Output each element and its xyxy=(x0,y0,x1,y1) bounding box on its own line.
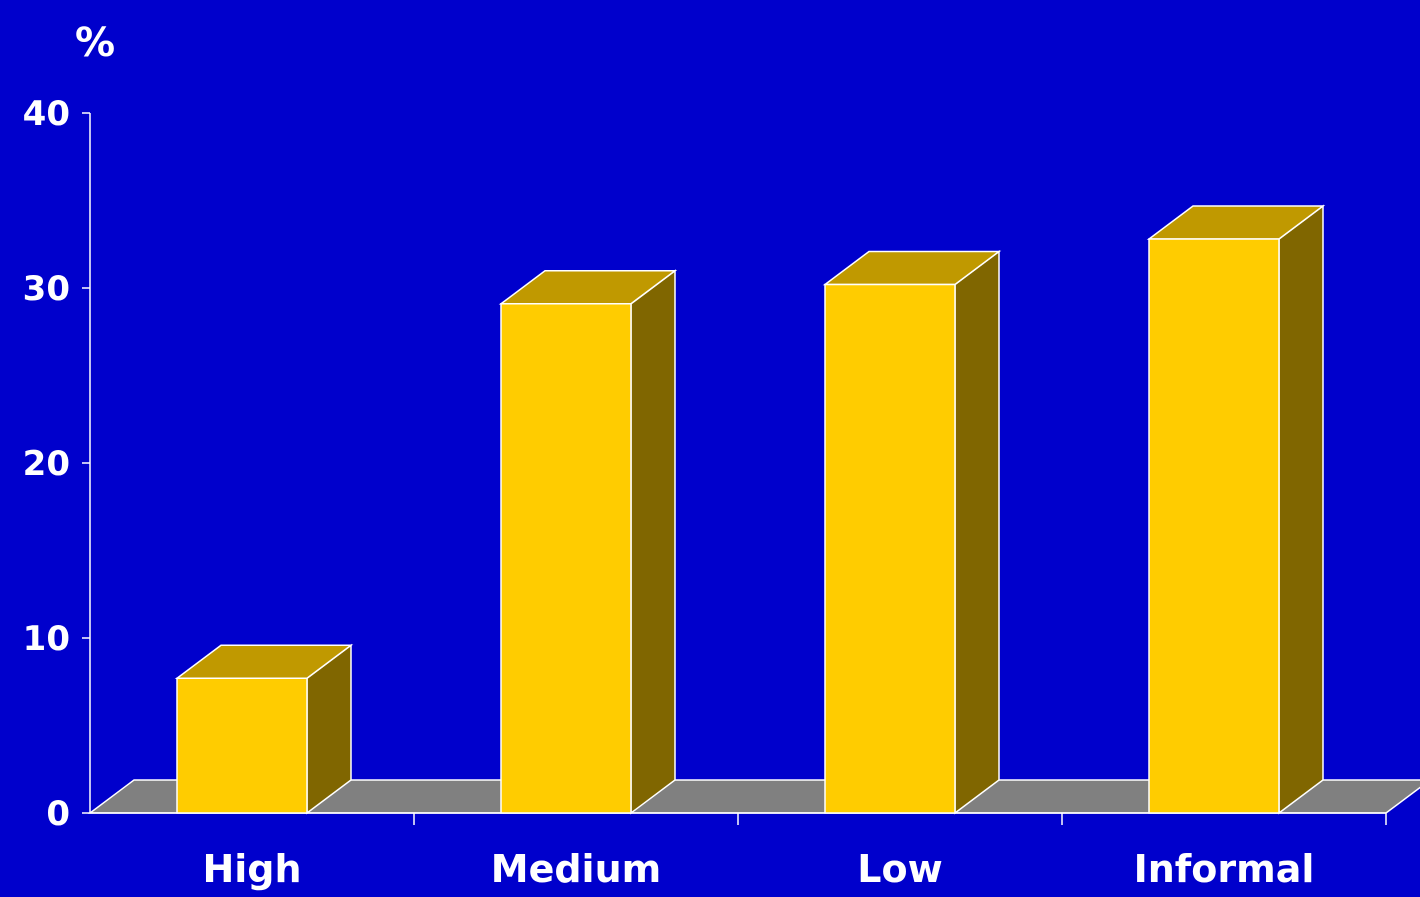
y-tick-label: 0 xyxy=(46,794,70,834)
x-category-label: Medium xyxy=(491,847,661,891)
bars-group xyxy=(174,204,1326,815)
bar-side-face xyxy=(630,269,676,815)
bar-front-face xyxy=(500,303,632,814)
y-tick-label: 30 xyxy=(23,269,70,309)
y-tick-label: 20 xyxy=(23,444,70,484)
bar-medium xyxy=(498,269,678,815)
bar-high xyxy=(174,643,354,815)
bar-side-face xyxy=(954,250,1000,815)
bar-front-face xyxy=(1148,238,1280,814)
y-axis-unit-label: % xyxy=(75,20,115,66)
x-category-label: Informal xyxy=(1134,847,1315,891)
bar-low xyxy=(822,250,1002,815)
bar-informal xyxy=(1146,204,1326,815)
y-tick-label: 40 xyxy=(23,94,70,134)
x-category-label: Low xyxy=(857,847,942,891)
x-category-label: High xyxy=(202,847,301,891)
bar-side-face xyxy=(1278,204,1324,815)
bar-front-face xyxy=(176,677,308,814)
labels-group: 0 10 20 30 40 High Medium Low Informal xyxy=(23,94,1315,891)
y-tick-label: 10 xyxy=(23,619,70,659)
bar-front-face xyxy=(824,283,956,814)
